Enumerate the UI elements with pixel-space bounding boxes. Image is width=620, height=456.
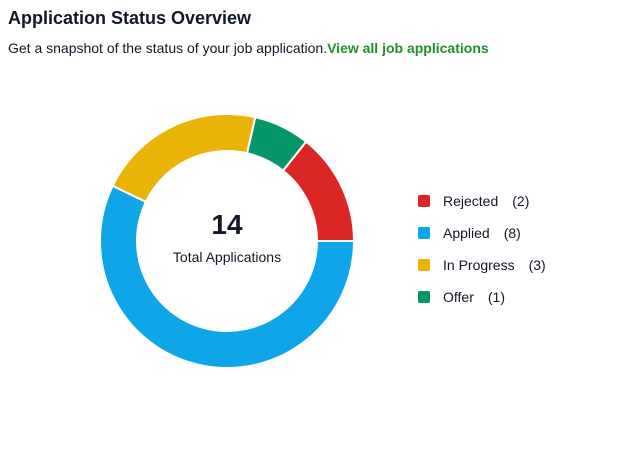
- legend-item-rejected[interactable]: Rejected (2): [418, 185, 546, 217]
- legend-label: Offer: [443, 289, 474, 305]
- legend-label: Applied: [443, 225, 490, 241]
- legend-label: Rejected: [443, 193, 499, 209]
- legend-swatch: [418, 227, 430, 239]
- slice-in-progress[interactable]: [111, 113, 257, 204]
- legend-swatch: [418, 195, 430, 207]
- slice-applied[interactable]: [99, 184, 356, 369]
- legend-swatch: [418, 259, 430, 271]
- legend-item-offer[interactable]: Offer (1): [418, 281, 546, 313]
- subtitle-text: Get a snapshot of the status of your job…: [8, 40, 328, 56]
- legend-item-in-progress[interactable]: In Progress (3): [418, 249, 546, 281]
- subtitle: Get a snapshot of the status of your job…: [8, 40, 489, 56]
- legend-count: (2): [512, 193, 530, 209]
- legend-swatch: [418, 291, 430, 303]
- chart-legend: Rejected (2) Applied (8) In Progress (3) Offer…: [418, 185, 546, 313]
- view-all-link[interactable]: View all job applications: [327, 40, 489, 56]
- total-value: 14: [211, 209, 243, 240]
- legend-count: (1): [487, 289, 505, 305]
- legend-item-applied[interactable]: Applied (8): [418, 217, 546, 249]
- total-label: Total Applications: [173, 249, 281, 265]
- slice-rejected[interactable]: [281, 140, 356, 242]
- legend-count: (3): [528, 257, 546, 273]
- page-title: Application Status Overview: [8, 8, 252, 28]
- legend-label: In Progress: [443, 257, 515, 273]
- legend-count: (8): [503, 225, 521, 241]
